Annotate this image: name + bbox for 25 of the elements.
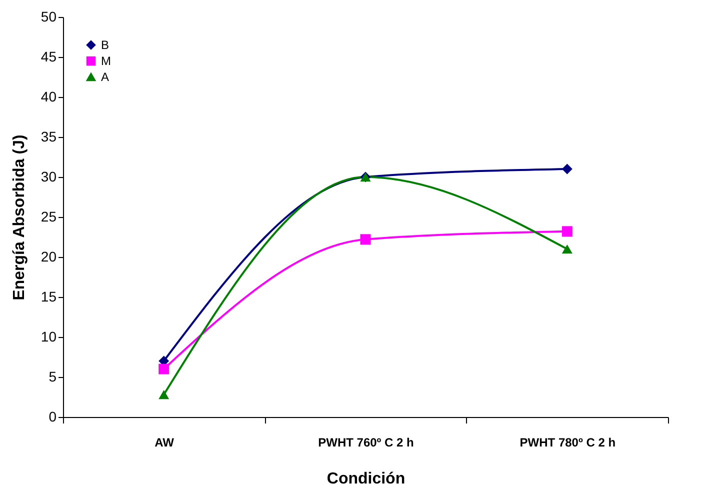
point xyxy=(562,226,572,237)
y-tick-label: 35 xyxy=(40,128,57,144)
x-tick-label: PWHT 780º C 2 h xyxy=(520,436,616,450)
y-tick-label: 15 xyxy=(40,288,57,304)
legend-label: A xyxy=(101,70,110,84)
point xyxy=(158,364,170,374)
x-tick-label: PWHT 760º C 2 h xyxy=(318,436,414,450)
y-tick-label: 40 xyxy=(40,88,57,104)
y-axis-title: Energía Absorbida (J) xyxy=(10,134,28,300)
y-tick-label: 50 xyxy=(40,8,57,24)
x-tick-label: AW xyxy=(154,436,175,450)
point xyxy=(562,244,572,254)
legend-label: M xyxy=(101,54,111,68)
y-tick-label: 30 xyxy=(40,168,57,184)
y-tick-label: 0 xyxy=(48,408,57,424)
y-tick-label: 10 xyxy=(40,328,57,344)
y-tick-label: 45 xyxy=(40,48,57,64)
x-axis-title: Condición xyxy=(326,470,406,488)
point xyxy=(158,390,170,400)
y-tick-label: 5 xyxy=(48,368,57,384)
point xyxy=(360,234,371,245)
point xyxy=(562,164,572,174)
legend-label: B xyxy=(101,38,110,52)
y-tick-label: 25 xyxy=(40,208,57,224)
y-tick-label: 20 xyxy=(40,248,57,264)
